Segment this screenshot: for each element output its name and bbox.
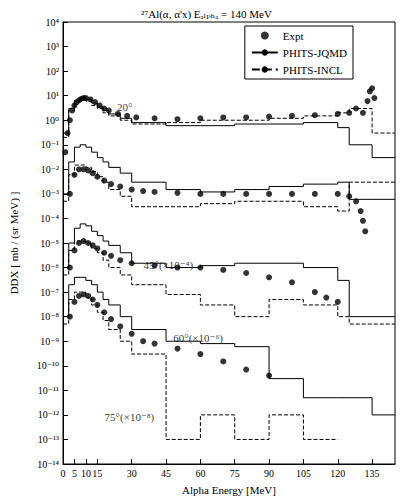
svg-text:10⁻⁹: 10⁻⁹ <box>40 336 59 347</box>
svg-text:10⁻³: 10⁻³ <box>41 188 59 199</box>
svg-text:0: 0 <box>61 468 66 479</box>
svg-text:10³: 10³ <box>46 41 59 52</box>
svg-text:105: 105 <box>296 468 311 479</box>
svg-text:10¹: 10¹ <box>46 90 59 101</box>
svg-text:135: 135 <box>365 468 380 479</box>
svg-text:10⁰: 10⁰ <box>45 115 59 126</box>
svg-text:10⁻¹³: 10⁻¹³ <box>38 434 59 445</box>
svg-text:120: 120 <box>330 468 345 479</box>
svg-text:10⁴: 10⁴ <box>46 17 60 28</box>
svg-text:10⁻⁶: 10⁻⁶ <box>40 262 59 273</box>
svg-text:5: 5 <box>72 468 77 479</box>
svg-text:10⁻¹: 10⁻¹ <box>41 139 59 150</box>
svg-text:30: 30 <box>127 468 137 479</box>
svg-text:10⁻¹¹: 10⁻¹¹ <box>38 385 59 396</box>
svg-text:60°(×10⁻⁶): 60°(×10⁻⁶) <box>173 332 223 345</box>
svg-text:10⁻²: 10⁻² <box>41 164 59 175</box>
svg-text:10⁻⁵: 10⁻⁵ <box>40 238 59 249</box>
svg-text:²⁷Al(α, α'x) Eₐₗₚₕₐ = 140 MeV: ²⁷Al(α, α'x) Eₐₗₚₕₐ = 140 MeV <box>141 8 272 21</box>
svg-text:10: 10 <box>81 468 91 479</box>
svg-text:10⁻⁸: 10⁻⁸ <box>40 311 59 322</box>
svg-text:45°(×10⁻⁴): 45°(×10⁻⁴) <box>144 259 194 272</box>
svg-text:10⁻⁴: 10⁻⁴ <box>40 213 59 224</box>
svg-text:20°: 20° <box>117 101 132 113</box>
svg-text:90: 90 <box>264 468 274 479</box>
svg-text:10⁻¹⁰: 10⁻¹⁰ <box>37 360 59 371</box>
svg-text:10⁻¹²: 10⁻¹² <box>38 409 59 420</box>
svg-text:10⁻¹⁴: 10⁻¹⁴ <box>37 459 59 470</box>
svg-text:PHITS-INCL: PHITS-INCL <box>283 64 343 76</box>
svg-text:75: 75 <box>230 468 240 479</box>
svg-text:10²: 10² <box>46 66 59 77</box>
svg-text:15: 15 <box>92 468 102 479</box>
svg-text:Expt: Expt <box>283 30 304 42</box>
svg-text:PHITS-JQMD: PHITS-JQMD <box>283 47 347 59</box>
svg-text:10⁻⁷: 10⁻⁷ <box>40 287 59 298</box>
svg-text:45: 45 <box>161 468 171 479</box>
svg-text:75°(×10⁻⁸): 75°(×10⁻⁸) <box>105 411 155 424</box>
svg-text:Alpha Energy [MeV]: Alpha Energy [MeV] <box>182 484 276 496</box>
svg-text:DDX [ mb / (sr MeV) ]: DDX [ mb / (sr MeV) ] <box>8 192 21 295</box>
svg-text:60: 60 <box>195 468 205 479</box>
